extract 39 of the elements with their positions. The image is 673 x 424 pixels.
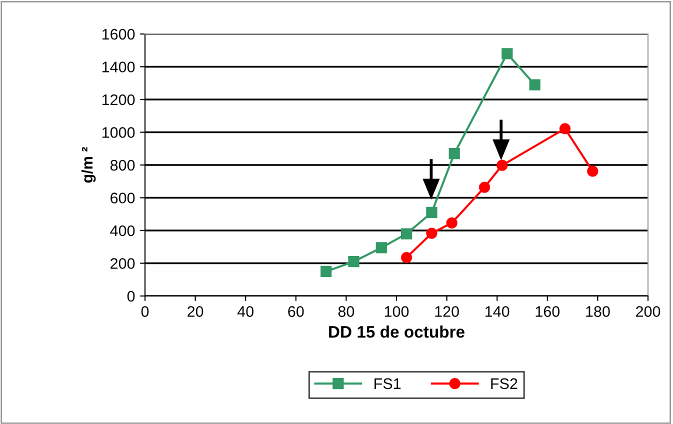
x-tick-label: 160 <box>536 306 560 317</box>
x-tick-label: 20 <box>188 306 204 317</box>
point <box>401 252 412 264</box>
point <box>496 160 508 171</box>
point <box>401 228 412 240</box>
x-tick-label: 60 <box>288 306 304 317</box>
y-tick-label: 1600 <box>102 28 135 40</box>
y-tick-label: 1200 <box>102 94 135 106</box>
point <box>529 79 540 90</box>
y-axis-title: g/m ² <box>81 147 96 183</box>
x-tick-label: 180 <box>586 306 610 317</box>
y-tick-label: 800 <box>110 160 135 171</box>
point <box>559 123 571 134</box>
y-tick-label: 200 <box>110 258 135 269</box>
y-tick-label: 600 <box>110 192 135 204</box>
x-tick-label: 80 <box>338 306 354 317</box>
point <box>478 182 490 193</box>
x-tick-label: 140 <box>486 306 510 317</box>
y-tick-label: 0 <box>127 290 135 302</box>
y-tick-label: 1000 <box>102 127 135 138</box>
x-tick-label: 40 <box>237 306 254 317</box>
point <box>348 256 360 268</box>
point <box>320 266 332 277</box>
x-tick-label: 0 <box>141 306 149 317</box>
point <box>426 228 438 239</box>
legend-label: FS1 <box>374 378 401 390</box>
point <box>376 242 387 254</box>
legend-label: FS2 <box>491 378 518 390</box>
point <box>446 217 458 229</box>
x-tick-label: 200 <box>636 306 660 317</box>
x-axis-title: DD 15 de octubre <box>329 326 464 338</box>
x-tick-label: 120 <box>435 306 459 317</box>
y-tick-label: 400 <box>110 225 135 236</box>
x-tick-label: 100 <box>384 306 409 317</box>
point <box>587 166 598 177</box>
point <box>448 148 460 160</box>
point <box>426 206 438 218</box>
point <box>502 48 513 60</box>
y-tick-label: 1400 <box>102 62 135 72</box>
